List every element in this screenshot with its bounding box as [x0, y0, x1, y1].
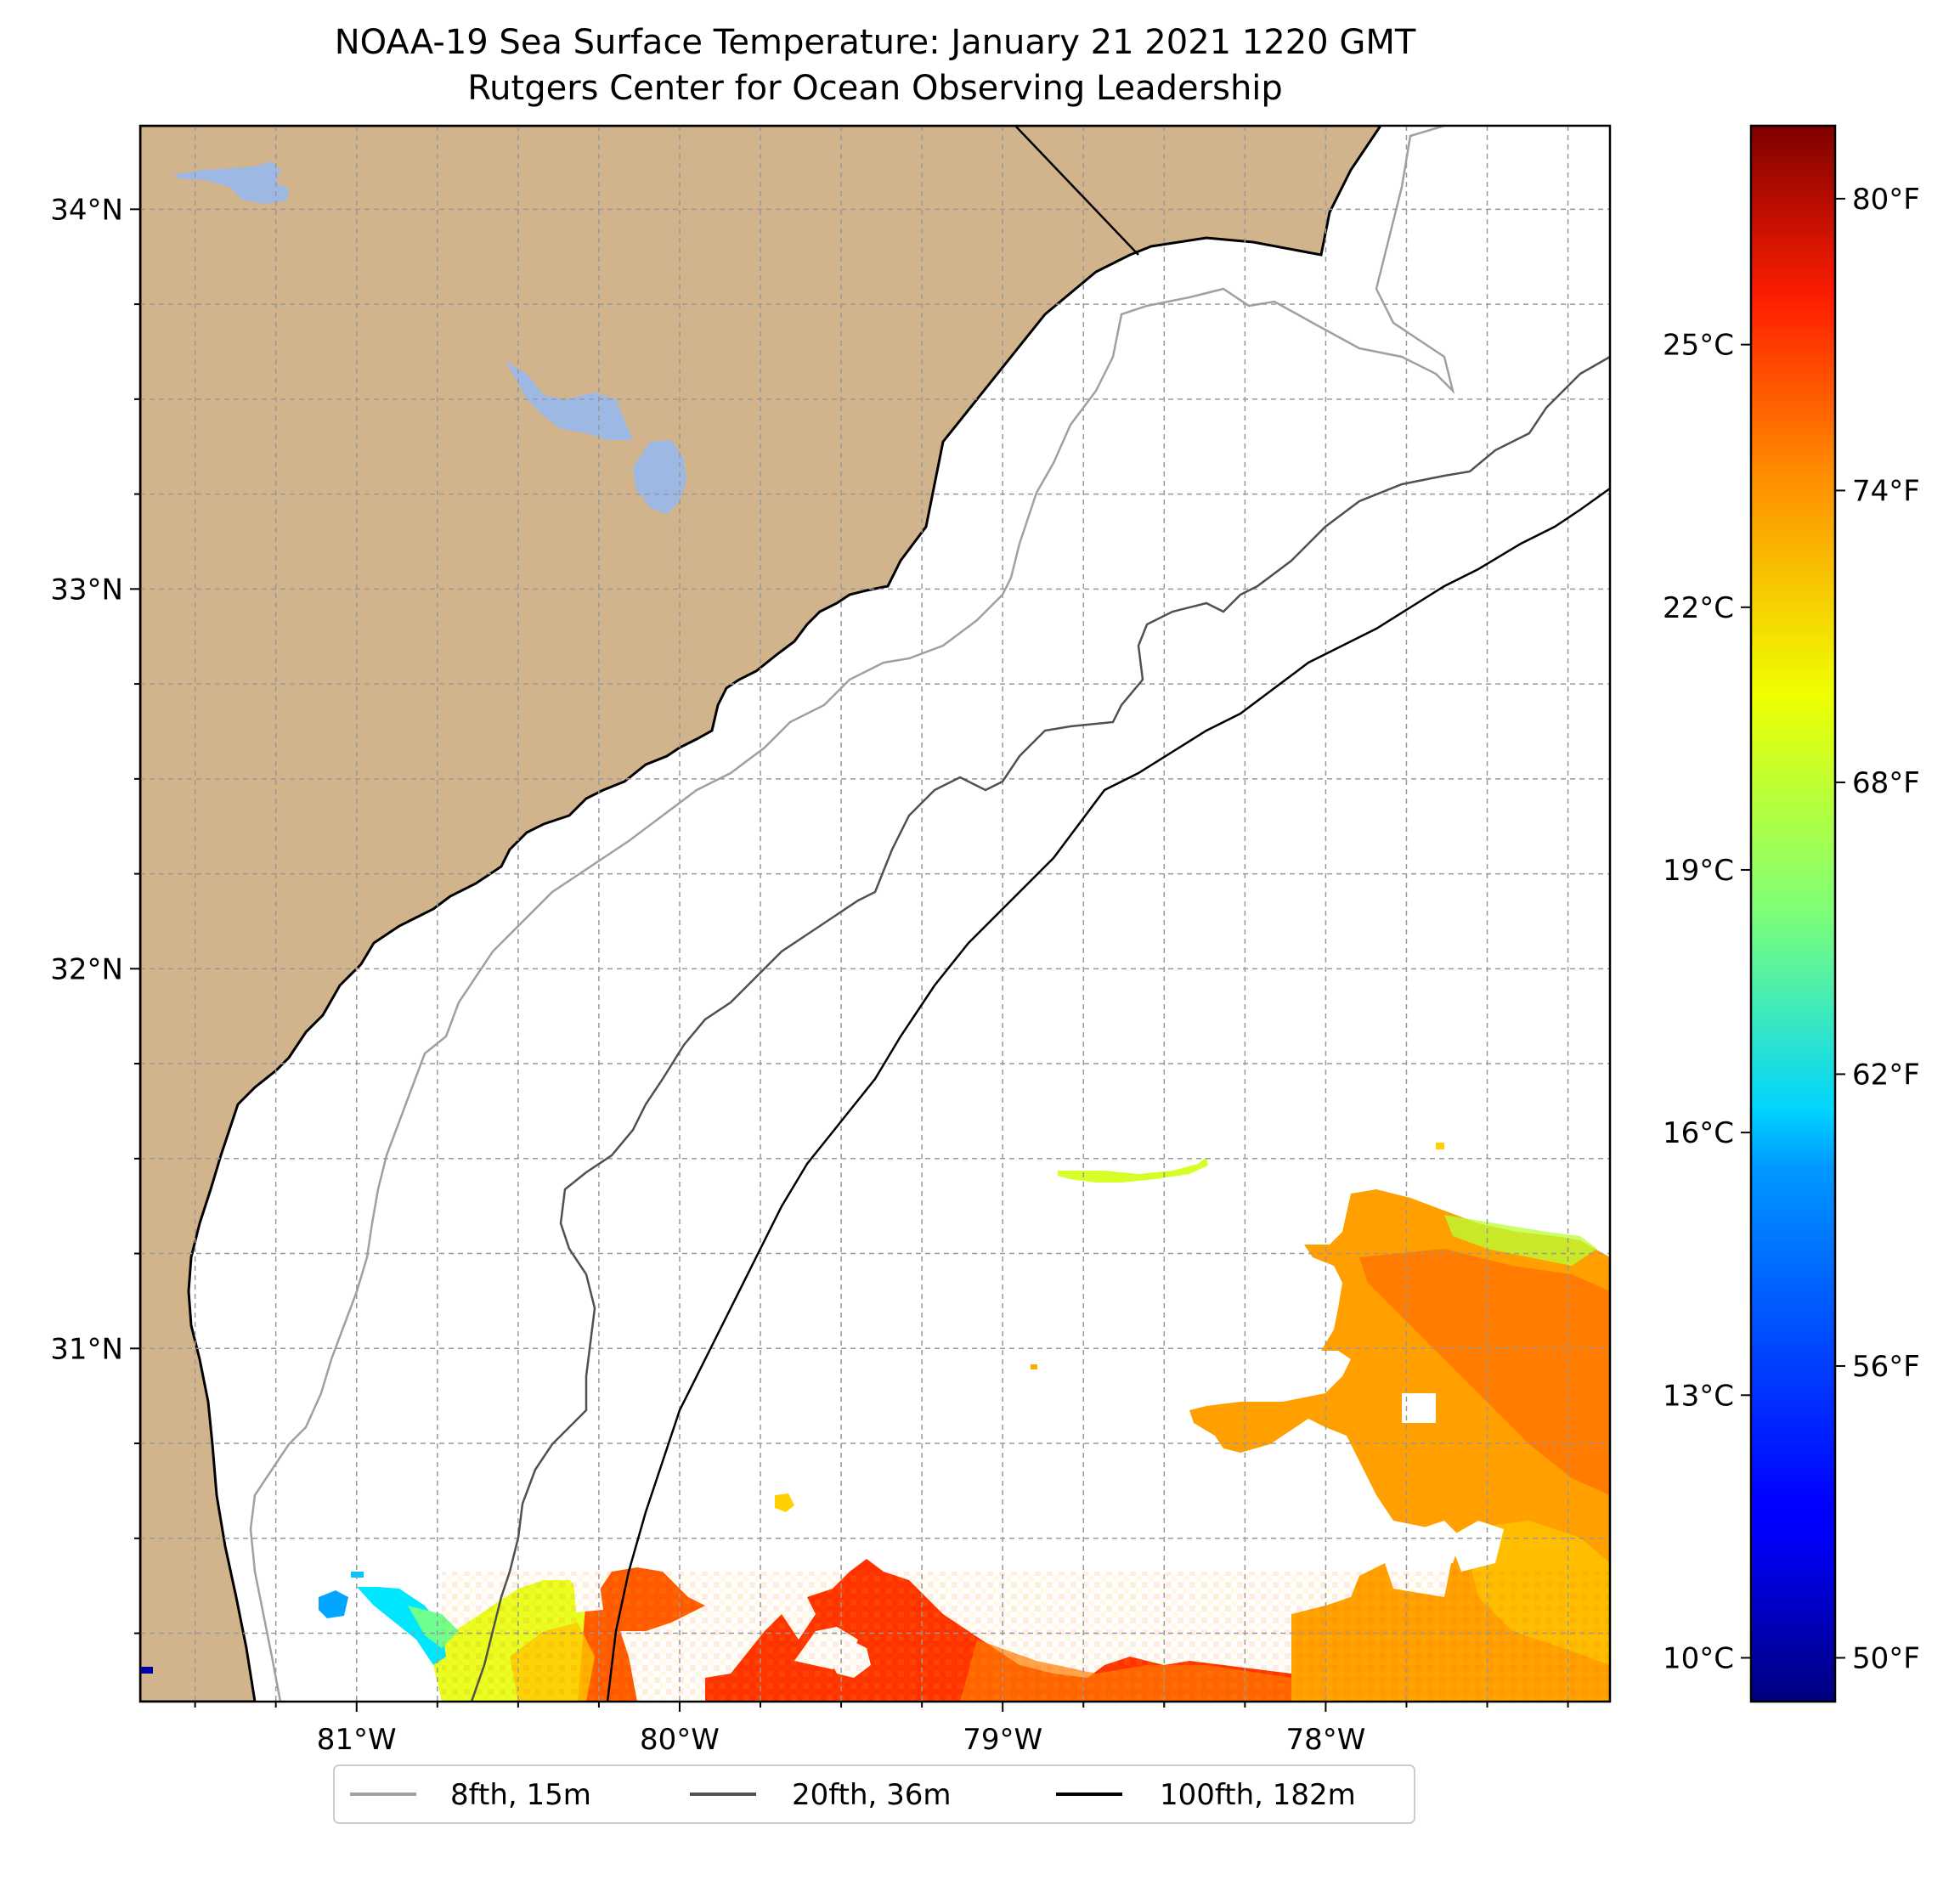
- legend-label-8fth: 8fth, 15m: [450, 1778, 591, 1812]
- axis-ticks: [130, 208, 1569, 1712]
- colorbar: 10°C 13°C 16°C 19°C 22°C 25°C 50°F 56°F 62°F 68°…: [1663, 124, 1920, 1703]
- celsius-tick-label: 19°C: [1663, 854, 1734, 888]
- lon-tick-label: 79°W: [963, 1723, 1042, 1757]
- lat-tick-label: 34°N: [50, 193, 123, 227]
- map-subtitle: Rutgers Center for Ocean Observing Leade…: [467, 69, 1283, 108]
- fahrenheit-tick-label: 80°F: [1852, 183, 1920, 217]
- sst-patch-dot: [1436, 1143, 1444, 1149]
- colorbar-gradient: [1749, 124, 1837, 1703]
- axis-labels: 81°W 80°W 79°W 78°W 34°N 33°N 32°N 31°N: [50, 193, 1365, 1757]
- legend: 8fth, 15m 20fth, 36m 100fth, 182m: [333, 1764, 1415, 1824]
- lake: [506, 361, 633, 440]
- celsius-tick-label: 13°C: [1663, 1379, 1734, 1413]
- land: [140, 126, 1382, 1702]
- lat-tick-label: 31°N: [50, 1332, 123, 1366]
- state-border: [1014, 126, 1139, 256]
- map-frame: [138, 124, 1612, 1703]
- colorbar-fahrenheit-ticks: 50°F 56°F 62°F 68°F 74°F 80°F: [1835, 183, 1920, 1675]
- isobath-20fth: [470, 355, 1610, 1702]
- fahrenheit-tick-label: 50°F: [1852, 1641, 1920, 1675]
- gridlines: [140, 126, 1610, 1702]
- celsius-tick-label: 10°C: [1663, 1641, 1734, 1675]
- legend-box: [333, 1764, 1415, 1824]
- fahrenheit-tick-label: 68°F: [1852, 766, 1920, 800]
- legend-label-20fth: 20fth, 36m: [792, 1778, 952, 1812]
- sst-data: [140, 1143, 1610, 1702]
- map-area: [140, 126, 1610, 1702]
- lake: [174, 161, 289, 204]
- lat-tick-label: 32°N: [50, 952, 123, 986]
- fahrenheit-tick-label: 56°F: [1852, 1350, 1920, 1384]
- sst-patch-sw-cyan: [357, 1587, 446, 1665]
- celsius-tick-label: 25°C: [1663, 329, 1734, 363]
- isobath-8fth: [249, 126, 1455, 1702]
- sst-patch-sw-blue-small: [351, 1572, 364, 1578]
- cloud-gap: [1410, 1521, 1461, 1567]
- sst-patch-strip: [1058, 1157, 1208, 1183]
- lat-tick-label: 33°N: [50, 573, 123, 607]
- lon-tick-label: 81°W: [317, 1723, 397, 1757]
- isobath-100fth: [606, 487, 1610, 1702]
- colorbar-celsius-ticks: 10°C 13°C 16°C 19°C 22°C 25°C: [1663, 329, 1751, 1675]
- sst-patch-warm-east-green: [1444, 1215, 1597, 1266]
- cloud-gap: [1402, 1393, 1436, 1423]
- sst-patch-sw-blue: [319, 1590, 348, 1618]
- sst-patch-dot: [775, 1493, 794, 1512]
- cloud-gap: [1449, 1521, 1504, 1572]
- sst-patch-warm-east-orange: [1359, 1249, 1610, 1495]
- legend-label-100fth: 100fth, 182m: [1160, 1778, 1356, 1812]
- lon-tick-label: 80°W: [640, 1723, 720, 1757]
- sst-patch-dot: [140, 1667, 153, 1674]
- lon-tick-label: 78°W: [1285, 1723, 1365, 1757]
- celsius-tick-label: 16°C: [1663, 1116, 1734, 1150]
- map-title: NOAA-19 Sea Surface Temperature: January…: [334, 23, 1416, 62]
- lake: [633, 440, 686, 514]
- fahrenheit-tick-label: 74°F: [1852, 474, 1920, 508]
- sst-patch-dot: [1031, 1364, 1037, 1369]
- fahrenheit-tick-label: 62°F: [1852, 1058, 1920, 1092]
- celsius-tick-label: 22°C: [1663, 591, 1734, 625]
